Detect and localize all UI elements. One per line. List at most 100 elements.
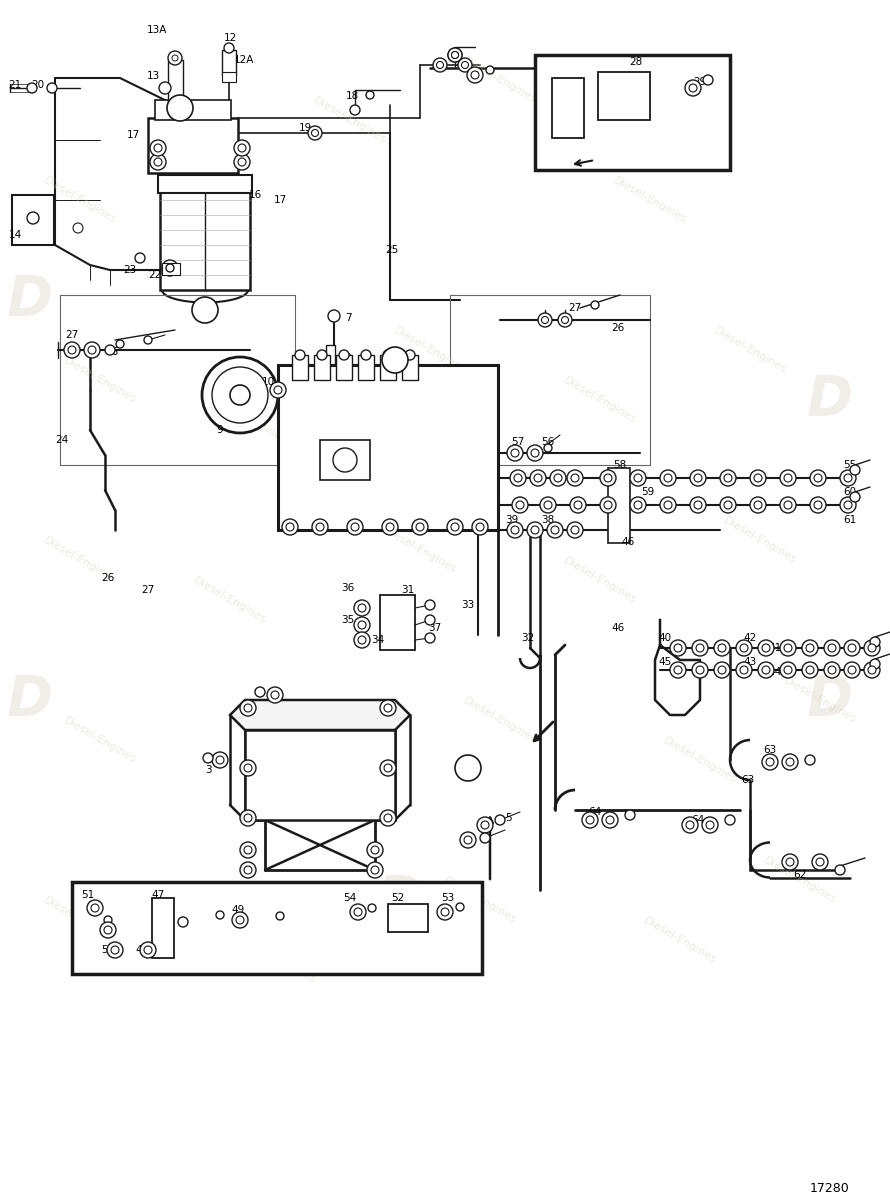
Circle shape xyxy=(371,846,379,854)
Circle shape xyxy=(286,523,294,531)
Circle shape xyxy=(244,704,252,712)
Circle shape xyxy=(786,858,794,866)
Circle shape xyxy=(384,704,392,712)
Circle shape xyxy=(630,470,646,486)
Text: 24: 24 xyxy=(55,435,69,445)
Circle shape xyxy=(703,75,713,85)
Text: 19: 19 xyxy=(298,123,312,134)
Circle shape xyxy=(611,76,619,84)
Circle shape xyxy=(812,854,828,870)
Circle shape xyxy=(382,346,408,373)
Circle shape xyxy=(562,316,569,324)
Text: 31: 31 xyxy=(401,585,415,595)
Circle shape xyxy=(864,640,880,656)
Text: Diesel-Engines: Diesel-Engines xyxy=(642,915,718,965)
Text: 8: 8 xyxy=(344,352,352,363)
Circle shape xyxy=(178,917,188,928)
Circle shape xyxy=(762,666,770,674)
Text: 32: 32 xyxy=(522,633,535,642)
Text: Diesel-Engines: Diesel-Engines xyxy=(61,355,138,405)
Circle shape xyxy=(234,154,250,170)
Circle shape xyxy=(571,526,579,534)
Circle shape xyxy=(316,523,324,531)
Circle shape xyxy=(73,223,83,233)
Circle shape xyxy=(380,760,396,776)
Text: Diesel-Engines: Diesel-Engines xyxy=(382,525,458,575)
Circle shape xyxy=(433,58,447,72)
Circle shape xyxy=(172,55,178,61)
Circle shape xyxy=(244,764,252,772)
Circle shape xyxy=(850,492,860,502)
Circle shape xyxy=(366,91,374,99)
Circle shape xyxy=(486,66,494,75)
Circle shape xyxy=(135,253,145,263)
Circle shape xyxy=(333,448,357,472)
Text: 25: 25 xyxy=(385,245,399,255)
Text: Diesel-Engines: Diesel-Engines xyxy=(611,176,688,225)
Circle shape xyxy=(371,866,379,875)
Bar xyxy=(148,118,238,173)
Circle shape xyxy=(600,497,616,512)
Text: 4: 4 xyxy=(256,687,263,697)
Text: 59: 59 xyxy=(642,487,655,497)
Circle shape xyxy=(567,470,583,486)
Circle shape xyxy=(274,386,282,395)
Circle shape xyxy=(740,666,748,674)
Text: 46: 46 xyxy=(611,623,625,633)
Text: 12A: 12A xyxy=(234,55,255,65)
Circle shape xyxy=(720,470,736,486)
Bar xyxy=(314,355,330,380)
Bar xyxy=(162,263,180,275)
Circle shape xyxy=(425,633,435,642)
Text: 6: 6 xyxy=(465,835,472,845)
Circle shape xyxy=(282,518,298,535)
Circle shape xyxy=(212,752,228,768)
Text: 33: 33 xyxy=(461,600,474,610)
Text: 17: 17 xyxy=(273,195,287,205)
Circle shape xyxy=(720,497,736,512)
Circle shape xyxy=(477,817,493,832)
Circle shape xyxy=(541,316,548,324)
Text: Diesel-Engines: Diesel-Engines xyxy=(162,125,239,174)
Circle shape xyxy=(750,470,766,486)
Circle shape xyxy=(312,130,319,136)
Circle shape xyxy=(255,687,265,697)
Circle shape xyxy=(692,640,708,656)
Text: 44: 44 xyxy=(768,666,781,677)
Text: 37: 37 xyxy=(428,623,441,633)
Circle shape xyxy=(216,911,224,919)
Circle shape xyxy=(531,526,539,534)
Circle shape xyxy=(850,466,860,475)
Circle shape xyxy=(458,58,472,72)
Circle shape xyxy=(354,908,362,915)
Bar xyxy=(155,100,231,120)
Text: 21: 21 xyxy=(8,81,21,90)
Circle shape xyxy=(814,474,822,482)
Circle shape xyxy=(107,942,123,958)
Text: 51: 51 xyxy=(81,890,94,900)
Circle shape xyxy=(664,474,672,482)
Text: Diesel-Engines: Diesel-Engines xyxy=(42,176,118,225)
Circle shape xyxy=(670,662,686,678)
Text: 43: 43 xyxy=(743,657,756,666)
Circle shape xyxy=(806,666,814,674)
Circle shape xyxy=(380,810,396,826)
Circle shape xyxy=(786,758,794,766)
Circle shape xyxy=(828,666,836,674)
Text: 22: 22 xyxy=(149,269,162,280)
Bar xyxy=(598,72,650,120)
Circle shape xyxy=(436,61,443,69)
Circle shape xyxy=(347,518,363,535)
Text: 49: 49 xyxy=(231,905,245,915)
Circle shape xyxy=(140,942,156,958)
Circle shape xyxy=(630,497,646,512)
Text: Diesel-Engines: Diesel-Engines xyxy=(562,555,638,605)
Circle shape xyxy=(810,470,826,486)
Circle shape xyxy=(844,640,860,656)
Circle shape xyxy=(462,61,468,69)
Circle shape xyxy=(111,946,119,954)
Circle shape xyxy=(780,497,796,512)
Circle shape xyxy=(358,621,366,629)
Text: 27: 27 xyxy=(142,585,155,595)
Circle shape xyxy=(162,260,178,275)
